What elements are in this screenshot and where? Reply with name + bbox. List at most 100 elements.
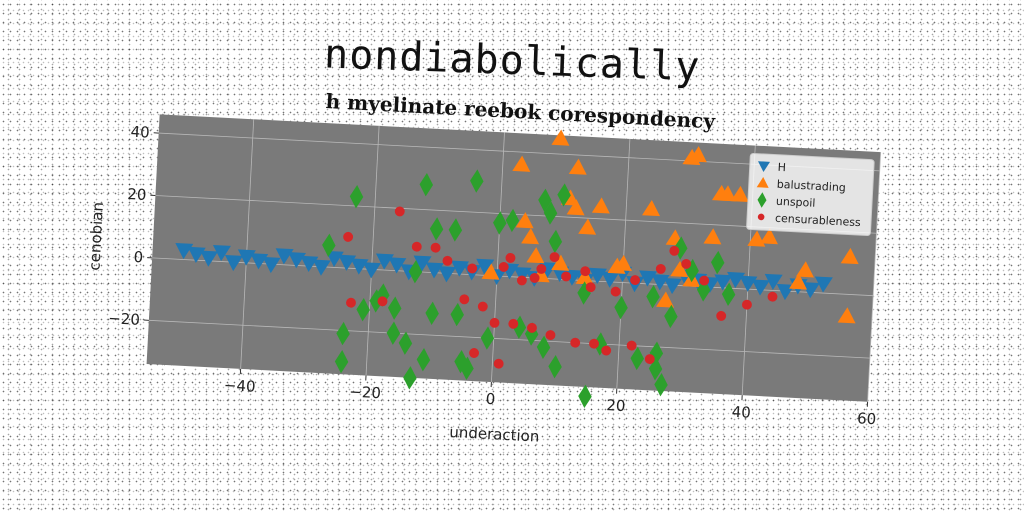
data-point (614, 295, 628, 320)
x-tick-label: −20 (349, 383, 382, 403)
x-gridline (365, 125, 380, 376)
data-point (549, 252, 560, 263)
x-tick-label: 40 (731, 403, 751, 422)
data-point (505, 208, 520, 233)
legend-marker (757, 192, 767, 208)
data-point (419, 172, 434, 197)
x-tick-label: 0 (485, 390, 495, 408)
data-point (454, 350, 468, 374)
data-point (403, 366, 417, 390)
data-point (551, 129, 570, 146)
data-point (386, 321, 401, 345)
data-point (438, 266, 457, 283)
data-point (521, 228, 540, 245)
data-point (710, 250, 725, 275)
data-point (377, 296, 388, 307)
data-point (369, 289, 383, 313)
data-point (527, 322, 537, 333)
data-point (526, 247, 545, 264)
data-point (760, 228, 778, 245)
data-point (767, 291, 778, 302)
data-point (388, 257, 407, 274)
data-point (801, 282, 820, 299)
data-point (512, 155, 531, 172)
data-point (601, 271, 620, 288)
axis-ticks: −40 −20 0 20 40 60 −20 0 20 40 (108, 123, 877, 429)
data-point (411, 241, 422, 252)
data-point (716, 310, 727, 321)
legend-label: censurableness (775, 212, 862, 229)
data-point (557, 183, 571, 207)
data-point (747, 230, 766, 247)
data-point (545, 330, 556, 341)
data-point (699, 275, 710, 286)
x-tick-label: 20 (606, 396, 626, 415)
data-point (538, 188, 552, 212)
data-point (469, 348, 480, 358)
data-point (585, 282, 596, 293)
legend-marker (756, 177, 769, 188)
y-tick-label: 0 (133, 248, 143, 266)
data-point (548, 229, 563, 254)
data-point (225, 254, 243, 272)
data-point (751, 279, 770, 296)
data-point (413, 255, 432, 272)
data-point (685, 258, 699, 283)
data-point (343, 231, 354, 242)
data-point (508, 318, 519, 329)
data-point (512, 315, 527, 339)
legend-label: balustrading (777, 178, 847, 195)
data-point (470, 169, 484, 193)
data-point (730, 185, 749, 203)
data-point (630, 275, 641, 286)
data-point (593, 332, 608, 356)
data-point (642, 199, 661, 217)
data-point (498, 261, 509, 272)
data-point (566, 199, 585, 216)
data-point (654, 373, 668, 397)
data-point (601, 345, 612, 356)
x-tick-label: 60 (857, 409, 877, 428)
data-point (430, 242, 441, 253)
data-point (578, 384, 592, 409)
data-point (575, 268, 594, 285)
data-point (714, 274, 733, 291)
data-point (670, 260, 689, 278)
data-point (536, 263, 547, 274)
data-point (212, 244, 231, 262)
data-point (655, 263, 666, 274)
data-point (312, 259, 331, 276)
data-point (448, 218, 463, 242)
x-gridline (240, 119, 255, 369)
data-point (664, 304, 678, 329)
data-point (551, 254, 570, 271)
data-point (425, 301, 439, 325)
data-point (543, 201, 558, 225)
data-point (480, 326, 495, 350)
data-point (429, 217, 444, 241)
data-point (589, 338, 599, 349)
data-point (408, 260, 423, 284)
data-point (262, 256, 281, 274)
legend-label: H (777, 161, 786, 174)
data-point (630, 346, 644, 371)
legend-marker (758, 161, 771, 173)
data-point (416, 348, 431, 372)
data-point (561, 271, 572, 282)
data-point (578, 218, 597, 235)
data-point (493, 211, 507, 235)
data-point (681, 259, 692, 269)
data-point (349, 184, 364, 209)
x-gridline (867, 152, 882, 402)
data-point (493, 358, 504, 369)
data-point (610, 286, 621, 297)
data-point (591, 197, 610, 214)
data-point (663, 277, 682, 295)
data-point (682, 148, 701, 166)
data-point (515, 212, 534, 229)
data-point (703, 228, 722, 245)
data-marks (175, 129, 859, 409)
data-point (764, 273, 783, 291)
